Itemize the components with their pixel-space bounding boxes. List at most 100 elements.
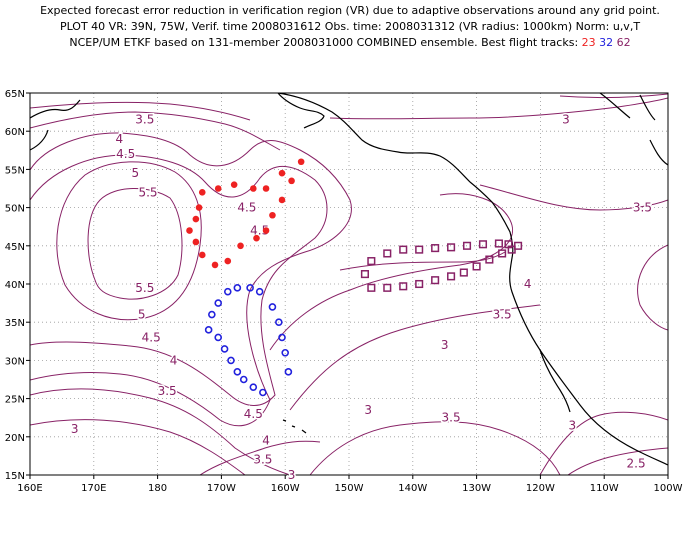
contour-3-5-east	[269, 193, 513, 351]
track-23-point	[237, 242, 244, 250]
contour-4-ring	[30, 132, 352, 427]
track-32-point	[259, 388, 267, 397]
alaska-coast	[277, 93, 668, 466]
lat-tick-label: 25N	[5, 395, 25, 406]
siberia-coast	[30, 99, 81, 119]
contour-label: 3.5	[253, 453, 272, 467]
alaska-peninsula	[277, 93, 325, 129]
lat-tick-label: 35N	[5, 318, 25, 329]
track-62-point	[383, 283, 392, 292]
lon-tick-label: 140W	[398, 483, 427, 494]
track-23-point	[211, 261, 219, 269]
contour-lines	[30, 93, 668, 475]
track-23-point	[250, 185, 257, 192]
lat-tick-label: 55N	[5, 165, 25, 176]
title-line-1: Expected forecast error reduction in ver…	[40, 4, 660, 17]
contour-5-5-ring	[87, 188, 183, 300]
contour-3-south-west	[30, 419, 246, 475]
lon-tick-label: 160W	[271, 483, 300, 494]
track-32-point	[214, 333, 223, 342]
track-32-point	[246, 284, 254, 292]
lat-tick-label: 20N	[5, 433, 25, 444]
contour-label: 3.5	[633, 201, 652, 215]
track-23-point	[224, 257, 232, 265]
contour-3-south-east	[539, 411, 668, 475]
lat-tick-label: 45N	[5, 242, 25, 253]
track-62-point	[367, 257, 376, 266]
contour-label: 3	[288, 468, 296, 482]
contour-3-east	[289, 304, 541, 411]
lon-tick-label: 150W	[335, 483, 364, 494]
track-23-point	[253, 234, 260, 242]
track-62-point	[415, 279, 424, 289]
contour-label: 4.5	[250, 224, 269, 238]
track-62-point	[447, 272, 456, 281]
contour-label: 3.5	[135, 113, 154, 127]
contour-label: 3	[71, 422, 79, 436]
track-23-point	[288, 177, 295, 185]
track-23-point	[198, 251, 206, 259]
lat-tick-label: 40N	[5, 280, 25, 291]
contour-2-5-south-east	[567, 447, 668, 475]
contour-4-5-ring	[30, 154, 328, 406]
track-32-point	[281, 348, 290, 357]
contour-label: 3.5	[493, 308, 512, 322]
flight-tracks	[186, 158, 523, 397]
contour-2-5-north-east	[559, 93, 668, 98]
contour-label: 4.5	[116, 147, 135, 161]
contour-label: 3	[364, 403, 372, 417]
contour-4-south	[199, 440, 321, 475]
track-32-point	[208, 310, 216, 319]
track-23-point	[214, 185, 222, 192]
track-23-point	[278, 196, 286, 204]
track-32-point	[223, 287, 232, 296]
lat-tick-label: 60N	[5, 127, 25, 138]
contour-label: 3	[441, 338, 449, 352]
track-62-point	[399, 245, 408, 254]
contour-3-5-north-east	[479, 184, 668, 211]
track-32-point	[284, 368, 293, 376]
sea-of-okhotsk	[30, 129, 49, 151]
track-62-point	[498, 249, 507, 258]
track-label-32: 32	[599, 36, 614, 49]
track-23-point	[262, 185, 270, 192]
contour-label: 4.5	[142, 330, 161, 344]
contour-5-ring	[56, 161, 202, 321]
track-62-point	[494, 239, 503, 248]
lon-tick-label: 130W	[462, 483, 491, 494]
track-32-point	[214, 299, 223, 307]
track-32-point	[204, 326, 213, 334]
contour-label: 3.5	[158, 384, 177, 398]
lon-tick-label: 110W	[590, 483, 619, 494]
track-label-62: 62	[616, 36, 631, 49]
contour-3-north-west	[30, 101, 251, 121]
contour-label: 2.5	[627, 457, 646, 471]
track-23-point	[192, 215, 200, 223]
lon-tick-label: 180	[148, 483, 167, 494]
track-23-point	[262, 227, 270, 234]
contour-label: 4	[170, 353, 178, 367]
title-line-3: NCEP/UM ETKF based on 131-member 2008031…	[0, 35, 700, 51]
track-23-point	[192, 238, 200, 246]
flight-track-62	[360, 239, 523, 292]
contour-label: 3.5	[442, 411, 461, 425]
flight-track-32	[204, 284, 293, 397]
canada-inlets	[599, 93, 668, 166]
track-62-point	[399, 282, 408, 291]
track-32-point	[220, 345, 229, 353]
lon-tick-label: 170W	[207, 483, 236, 494]
track-23-point	[195, 204, 203, 211]
track-23-point	[230, 181, 238, 188]
title-line-3-prefix: NCEP/UM ETKF based on 131-member 2008031…	[69, 36, 579, 49]
track-62-point	[459, 268, 468, 277]
track-32-point	[268, 303, 277, 311]
track-23-point	[278, 169, 286, 177]
track-32-point	[227, 356, 235, 365]
contour-label: 4.5	[244, 407, 263, 421]
track-62-point	[478, 240, 488, 249]
lon-tick-label: 120W	[526, 483, 555, 494]
track-32-point	[255, 287, 264, 296]
track-62-point	[447, 243, 456, 252]
track-23-point	[269, 211, 276, 219]
